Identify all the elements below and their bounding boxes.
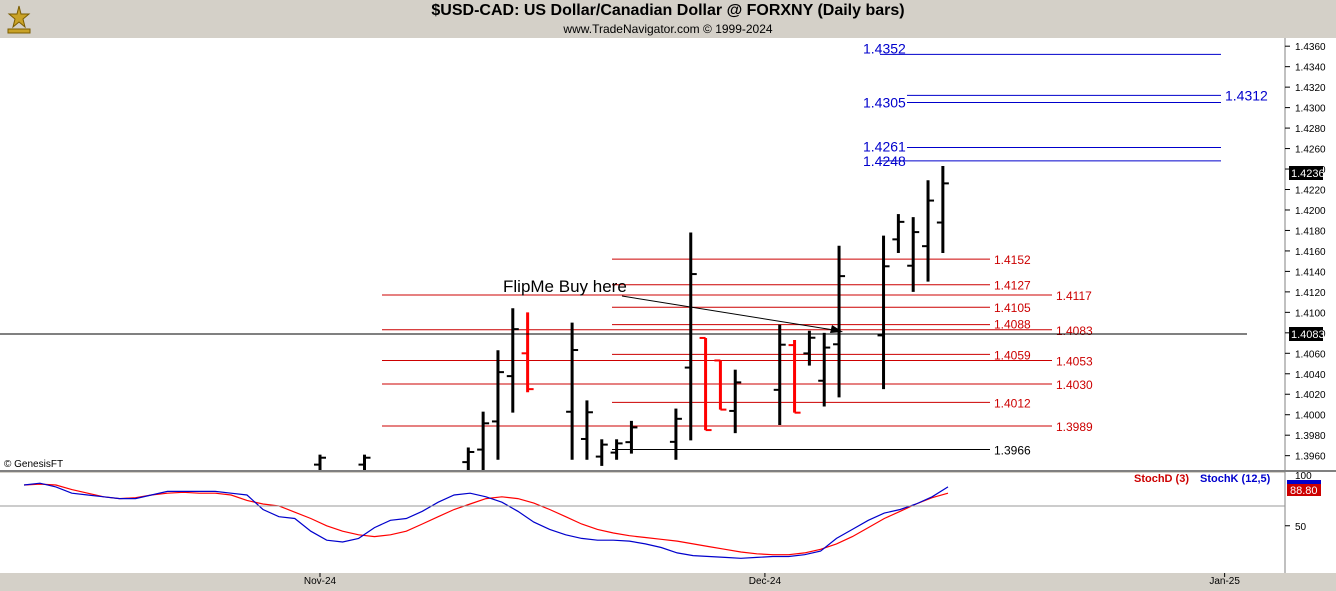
stoch-series-line xyxy=(23,483,949,556)
price-tick-label: 1.4020 xyxy=(1295,390,1326,401)
level-label: 1.4030 xyxy=(1056,378,1093,392)
price-tick-label: 1.4100 xyxy=(1295,308,1326,319)
level-label: 1.4053 xyxy=(1056,354,1093,368)
chart-subtitle: www.TradeNavigator.com © 1999-2024 xyxy=(563,22,773,36)
level-label: 1.3966 xyxy=(994,444,1031,458)
level-label: 1.4127 xyxy=(994,279,1031,293)
current-price-label: 1.4236 xyxy=(1291,168,1325,180)
crosshair-price-box xyxy=(1289,327,1323,341)
crosshair-price-label: 1.4083 xyxy=(1291,329,1325,341)
price-axis: 1.3960 1.3980 1.4000 1.4020 1.4040 1.4060 1.40… xyxy=(1285,42,1326,463)
stoch-value-box xyxy=(1287,484,1321,496)
price-bars xyxy=(314,165,949,470)
price-tick-label: 1.4360 xyxy=(1295,42,1326,53)
price-tick-label: 1.4000 xyxy=(1295,411,1326,422)
price-tick-label: 1.4160 xyxy=(1295,247,1326,258)
time-axis-background xyxy=(0,573,1336,591)
time-tick-label: Jan-25 xyxy=(1209,576,1240,587)
price-tick-label: 1.4060 xyxy=(1295,349,1326,360)
stoch-value-box-blue xyxy=(1287,480,1321,485)
stoch-value-label: 88.80 xyxy=(1290,485,1318,497)
level-label: 1.4088 xyxy=(994,318,1031,332)
price-tick-label: 1.4220 xyxy=(1295,186,1326,197)
time-tick-label: Dec-24 xyxy=(749,576,782,587)
price-panel-background xyxy=(0,38,1285,470)
level-label: 1.4152 xyxy=(994,253,1031,267)
price-tick-label: 1.4040 xyxy=(1295,370,1326,381)
time-axis: Nov-24 Dec-24 Jan-25 xyxy=(304,573,1240,587)
annotation-arrow xyxy=(621,295,841,332)
stoch-d-legend: StochD (3) xyxy=(1134,473,1189,485)
price-tick-label: 1.4140 xyxy=(1295,267,1326,278)
level-label: 1.4105 xyxy=(994,301,1031,315)
price-tick-label: 1.4260 xyxy=(1295,145,1326,156)
level-label: 1.3989 xyxy=(1056,420,1093,434)
price-tick-label: 1.4300 xyxy=(1295,104,1326,115)
stoch-overlap-tick: 100 xyxy=(1295,471,1312,482)
stoch-series-line xyxy=(23,482,949,559)
copyright-label: © GenesisFT xyxy=(4,459,63,470)
flipme-annotation: FlipMe Buy here xyxy=(503,277,627,296)
price-tick-label: 1.4280 xyxy=(1295,124,1326,135)
current-price-box xyxy=(1289,166,1323,180)
level-label: 1.4352 xyxy=(863,40,906,56)
chart-header: $USD-CAD: US Dollar/Canadian Dollar @ FO… xyxy=(0,0,1336,38)
price-tick-label: 1.4320 xyxy=(1295,83,1326,94)
price-tick-label: 1.4200 xyxy=(1295,206,1326,217)
level-label: 1.4312 xyxy=(1225,87,1268,103)
level-label: 1.4261 xyxy=(863,139,906,155)
time-tick-label: Nov-24 xyxy=(304,576,337,587)
stoch-k-legend: StochK (12,5) xyxy=(1200,473,1271,485)
level-label: 1.4117 xyxy=(1056,289,1092,303)
level-label: 1.4059 xyxy=(994,348,1031,362)
annotation-arrowhead xyxy=(830,325,843,333)
trading-logo-icon xyxy=(2,2,36,36)
price-tick-label: 1.3980 xyxy=(1295,431,1326,442)
level-label: 1.4083 xyxy=(1056,324,1093,338)
stochastic-lines xyxy=(23,482,949,559)
stochastic-axis: 50 xyxy=(1285,522,1307,533)
price-tick-label: 1.4120 xyxy=(1295,288,1326,299)
chart-title: $USD-CAD: US Dollar/Canadian Dollar @ FO… xyxy=(431,2,905,19)
level-label: 1.4248 xyxy=(863,153,906,169)
stoch-tick-label: 50 xyxy=(1295,522,1307,533)
level-label: 1.4305 xyxy=(863,94,906,110)
stochastic-panel-background xyxy=(0,473,1285,573)
level-label: 1.4012 xyxy=(994,396,1031,410)
price-tick-label: 1.4340 xyxy=(1295,63,1326,74)
price-tick-label: 1.3960 xyxy=(1295,452,1326,463)
price-tick-label: 1.4180 xyxy=(1295,226,1326,237)
